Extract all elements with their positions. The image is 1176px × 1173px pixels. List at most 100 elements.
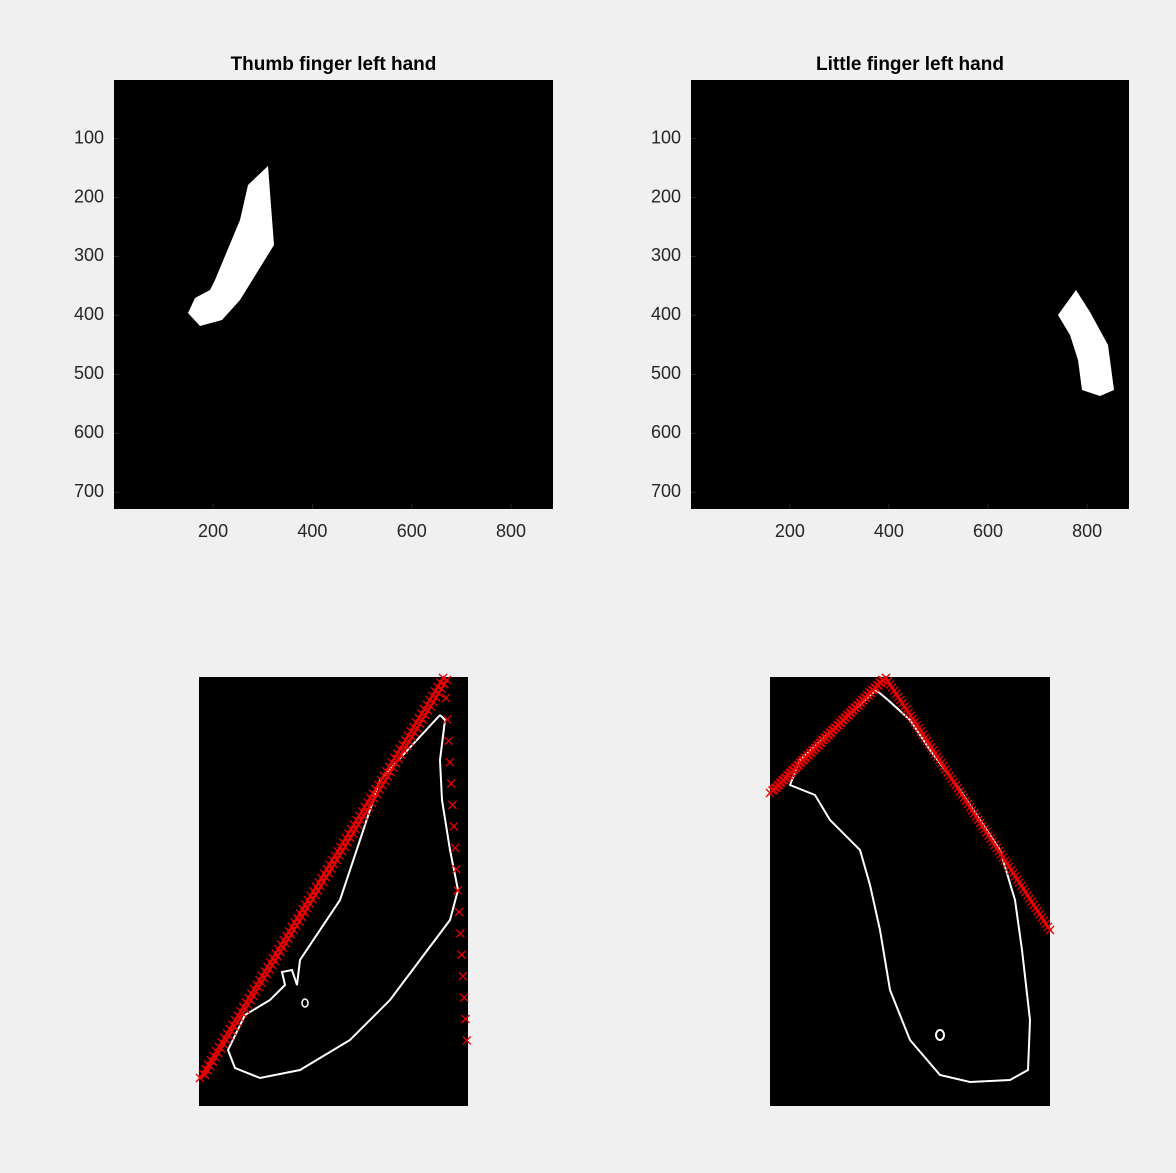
y-tick-label: 700 [74, 481, 104, 501]
marker [437, 684, 447, 694]
marker [396, 750, 406, 760]
chart-title: Little finger left hand [816, 54, 1004, 75]
marker [453, 886, 463, 896]
marker [364, 802, 374, 812]
marker [300, 908, 309, 918]
marker [451, 864, 461, 874]
little-finger-mask [1058, 290, 1114, 396]
y-tick-label: 300 [651, 245, 681, 265]
x-tick-label: 200 [198, 521, 228, 541]
marker [243, 1000, 253, 1010]
thumb-mask [188, 166, 274, 326]
marker [283, 934, 293, 944]
marker [216, 1044, 226, 1054]
marker [378, 780, 387, 790]
marker [316, 881, 326, 891]
marker [444, 736, 454, 746]
marker [235, 1013, 245, 1023]
marker [442, 714, 452, 724]
marker [404, 736, 414, 746]
marker [232, 1017, 242, 1027]
marker [458, 971, 468, 981]
marker [213, 1048, 223, 1058]
marker [257, 978, 266, 988]
marker [286, 930, 296, 940]
marker [356, 815, 366, 825]
marker [442, 675, 452, 685]
thumb-outline [226, 714, 460, 1080]
marker [445, 757, 455, 767]
marker [289, 925, 299, 935]
marker [369, 794, 379, 803]
marker [449, 821, 459, 831]
marker [423, 706, 433, 716]
marker [383, 772, 393, 782]
marker [270, 956, 280, 966]
marker [291, 921, 301, 931]
y-tick-label: 600 [74, 422, 104, 442]
marker [310, 890, 320, 900]
y-tick-label: 100 [651, 127, 681, 147]
marker [340, 842, 350, 852]
marker [402, 741, 412, 751]
marker [318, 877, 328, 887]
chart-title: Thumb finger left hand [231, 54, 437, 75]
marker [410, 728, 420, 738]
x-tick-label: 400 [874, 521, 904, 541]
marker [380, 776, 390, 786]
marker [321, 873, 331, 882]
marker [439, 679, 449, 689]
y-tick-label: 100 [74, 127, 104, 147]
outline-blob [935, 1029, 945, 1041]
marker [399, 745, 409, 755]
marker [278, 943, 288, 953]
marker [359, 811, 369, 821]
image-area [199, 677, 468, 1106]
marker [281, 938, 291, 948]
marker [375, 785, 385, 795]
marker [415, 719, 425, 729]
marker [324, 868, 334, 878]
marker [224, 1031, 234, 1040]
marker [246, 995, 256, 1005]
marker [334, 851, 344, 861]
marker [353, 820, 363, 830]
marker [457, 950, 467, 960]
outline-blob [301, 998, 309, 1008]
marker [273, 952, 283, 961]
marker [434, 688, 444, 698]
y-tick-label: 700 [651, 481, 681, 501]
marker [394, 754, 404, 764]
marker [418, 715, 428, 724]
marker [386, 767, 395, 777]
marker [297, 912, 307, 922]
y-tick-label: 300 [74, 245, 104, 265]
marker [412, 723, 422, 733]
marker [351, 824, 361, 834]
marker [459, 993, 469, 1003]
marker [332, 855, 342, 865]
marker [454, 907, 464, 917]
y-tick-label: 500 [651, 363, 681, 383]
marker [431, 693, 441, 703]
marker [205, 1061, 215, 1071]
marker [200, 1070, 210, 1080]
image-area [691, 80, 1129, 509]
marker [208, 1057, 218, 1067]
marker [305, 899, 315, 909]
marker [461, 1014, 470, 1024]
marker [313, 886, 323, 896]
marker [308, 894, 318, 904]
x-tick-label: 400 [297, 521, 327, 541]
marker [219, 1039, 229, 1049]
marker [329, 859, 339, 869]
y-tick-label: 500 [74, 363, 104, 383]
marker [367, 798, 377, 808]
marker [391, 758, 401, 768]
image-area [770, 677, 1050, 1106]
marker [267, 960, 277, 970]
marker [326, 864, 336, 874]
y-tick-label: 600 [651, 422, 681, 442]
marker [248, 991, 258, 1001]
